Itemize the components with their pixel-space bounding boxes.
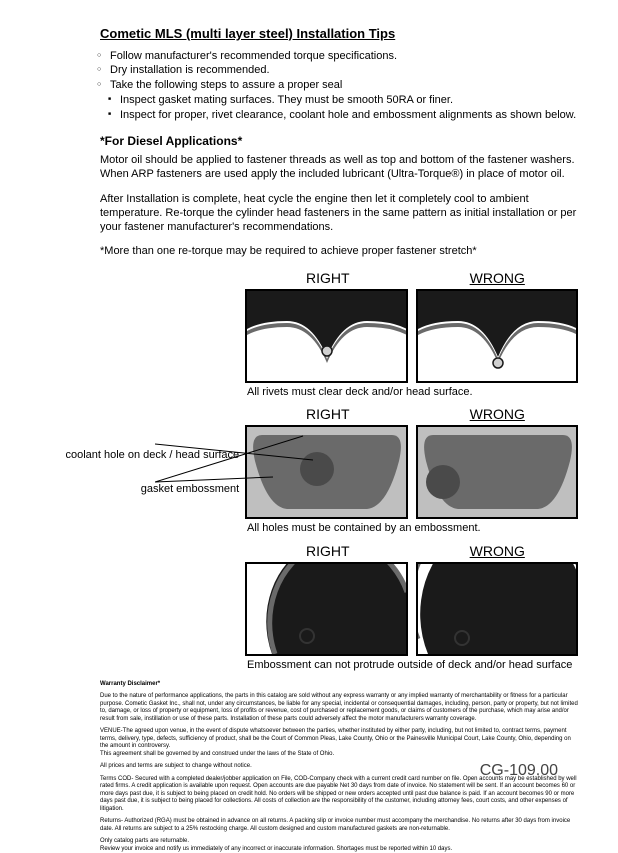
panel-rivet-right	[245, 289, 407, 383]
label-wrong-2: WRONG	[417, 405, 579, 424]
disclaimer-heading: Warranty Disclaimer*	[100, 681, 578, 689]
diesel-heading: *For Diesel Applications*	[100, 133, 578, 149]
side-label-coolant: coolant hole on deck / head surface	[55, 448, 239, 463]
caption-rivets: All rivets must clear deck and/or head s…	[247, 385, 578, 400]
panel-protrude-wrong	[416, 562, 578, 656]
intro-bullets: Follow manufacturer's recommended torque…	[100, 49, 578, 123]
bullet-dry: Dry installation is recommended.	[100, 63, 578, 78]
sub-bullet-inspect: Inspect for proper, rivet clearance, coo…	[100, 108, 578, 123]
diagram-rivets: RIGHT WRONG All rivets must clear deck a…	[55, 269, 578, 400]
label-right-3: RIGHT	[247, 542, 409, 561]
caption-embossment: All holes must be contained by an emboss…	[247, 521, 578, 536]
diesel-p1: Motor oil should be applied to fastener …	[100, 153, 578, 182]
side-label-emboss: gasket embossment	[55, 482, 239, 497]
panel-emboss-wrong	[416, 425, 578, 519]
caption-protrusion: Embossment can not protrude outside of d…	[247, 658, 578, 673]
label-right-1: RIGHT	[247, 269, 409, 288]
disclaimer-p2: VENUE-The agreed upon venue, in the even…	[100, 728, 578, 758]
bullet-torque: Follow manufacturer's recommended torque…	[100, 49, 578, 64]
disclaimer-p1: Due to the nature of performance applica…	[100, 693, 578, 723]
page-title: Cometic MLS (multi layer steel) Installa…	[100, 25, 578, 43]
label-right-2: RIGHT	[247, 405, 409, 424]
diesel-p3: *More than one re-torque may be required…	[100, 244, 578, 258]
disclaimer-p6: Only catalog parts are returnable.Review…	[100, 838, 578, 853]
disclaimer-p5: Returns- Authorized (RGA) must be obtain…	[100, 818, 578, 833]
label-wrong-3: WRONG	[417, 542, 579, 561]
panel-protrude-right	[245, 562, 407, 656]
page-number: CG-109.00	[480, 760, 558, 782]
sub-bullet-surfaces: Inspect gasket mating surfaces. They mus…	[100, 93, 578, 108]
bullet-steps: Take the following steps to assure a pro…	[100, 78, 578, 93]
diagram-protrusion: RIGHT WRONG Embossment can not protrude …	[55, 542, 578, 673]
panel-rivet-wrong	[416, 289, 578, 383]
diesel-p2: After Installation is complete, heat cyc…	[100, 192, 578, 235]
panel-emboss-right	[245, 425, 407, 519]
label-wrong-1: WRONG	[417, 269, 579, 288]
diagram-embossment: RIGHT WRONG coolant hole on deck / head …	[55, 405, 578, 536]
